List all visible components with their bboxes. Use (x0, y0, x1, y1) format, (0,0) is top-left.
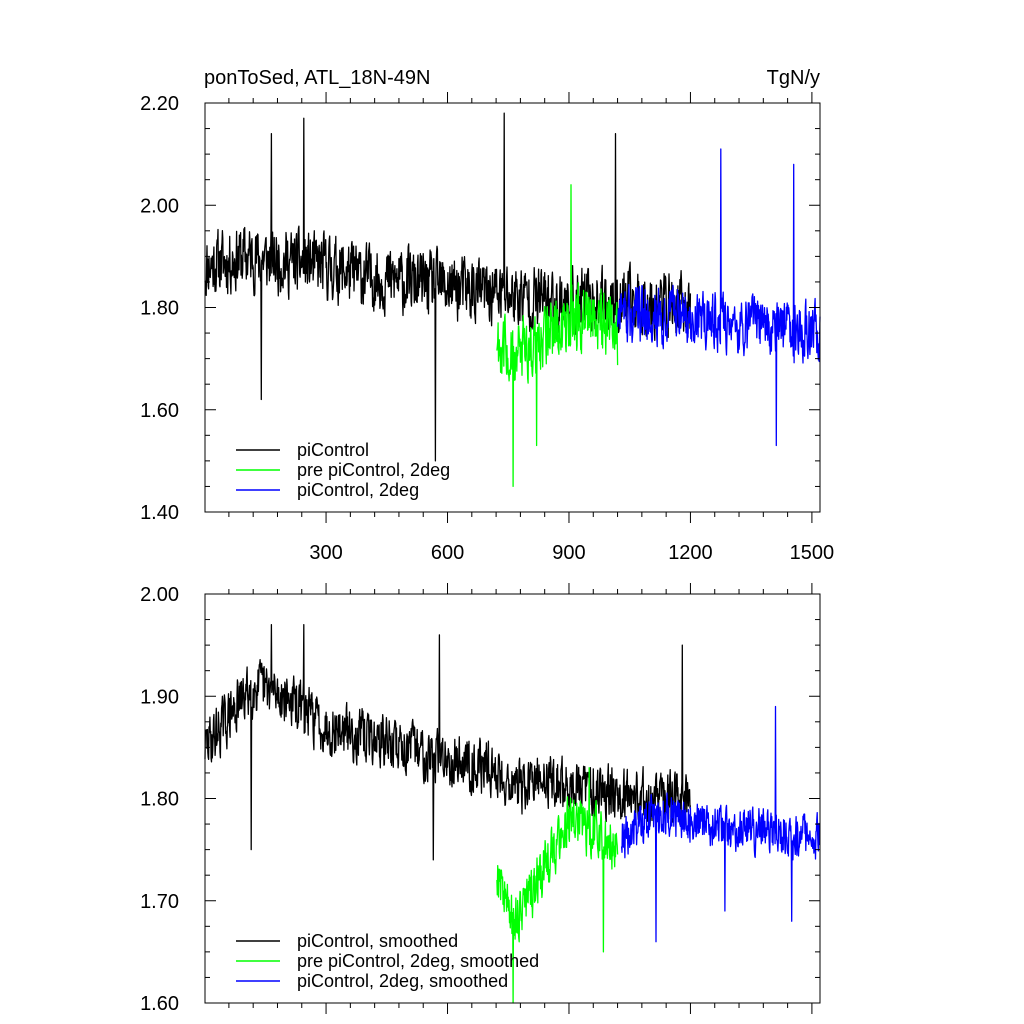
y-tick-label: 1.60 (140, 993, 179, 1015)
series-line-picontrol-smoothed (204, 624, 692, 861)
bottom-panel: 1.60 1.70 1.80 1.90 2.00 piControl, smoothed… (140, 583, 821, 1015)
top-panel: ponToSed, ATL_18N-49N TgN/y 1.40 1.60 1.80… (140, 67, 834, 564)
x-tick-label: 600 (431, 542, 464, 564)
top-panel-title: ponToSed, ATL_18N-49N (204, 67, 430, 89)
bottom-ticks: 1.60 1.70 1.80 1.90 2.00 (140, 583, 820, 1015)
legend-label: pre piControl, 2deg, smoothed (297, 951, 539, 971)
series-line-pre-picontrol-2deg-smoothed (496, 767, 619, 1004)
x-tick-label: 900 (552, 542, 585, 564)
y-tick-label: 1.90 (140, 686, 179, 708)
y-tick-label: 2.00 (140, 195, 179, 217)
y-tick-label: 2.00 (140, 584, 179, 606)
bottom-series-layer (204, 624, 821, 1004)
series-line-picontrol-2deg-smoothed (620, 705, 821, 943)
y-tick-label: 1.70 (140, 891, 179, 913)
x-tick-label: 1500 (790, 542, 835, 564)
legend-label: piControl (297, 440, 369, 460)
y-tick-label: 1.80 (140, 298, 179, 320)
legend-label: piControl, 2deg (297, 480, 419, 500)
series-line-pre-picontrol-2deg (496, 184, 619, 488)
x-tick-label: 300 (309, 542, 342, 564)
top-series-layer (204, 112, 821, 488)
y-tick-label: 1.60 (140, 400, 179, 422)
y-tick-label: 1.40 (140, 502, 179, 524)
series-line-picontrol (204, 112, 692, 462)
legend-label: piControl, 2deg, smoothed (297, 971, 508, 991)
legend-label: pre piControl, 2deg (297, 460, 450, 480)
y-tick-label: 2.20 (140, 93, 179, 115)
y-tick-label: 1.80 (140, 789, 179, 811)
top-ticks: 1.40 1.60 1.80 2.00 2.20 300 600 900 1200 1500 (140, 92, 834, 564)
x-tick-label: 1200 (668, 542, 713, 564)
series-line-picontrol-2deg (616, 148, 821, 447)
legend-label: piControl, smoothed (297, 931, 458, 951)
top-panel-units: TgN/y (767, 67, 820, 89)
